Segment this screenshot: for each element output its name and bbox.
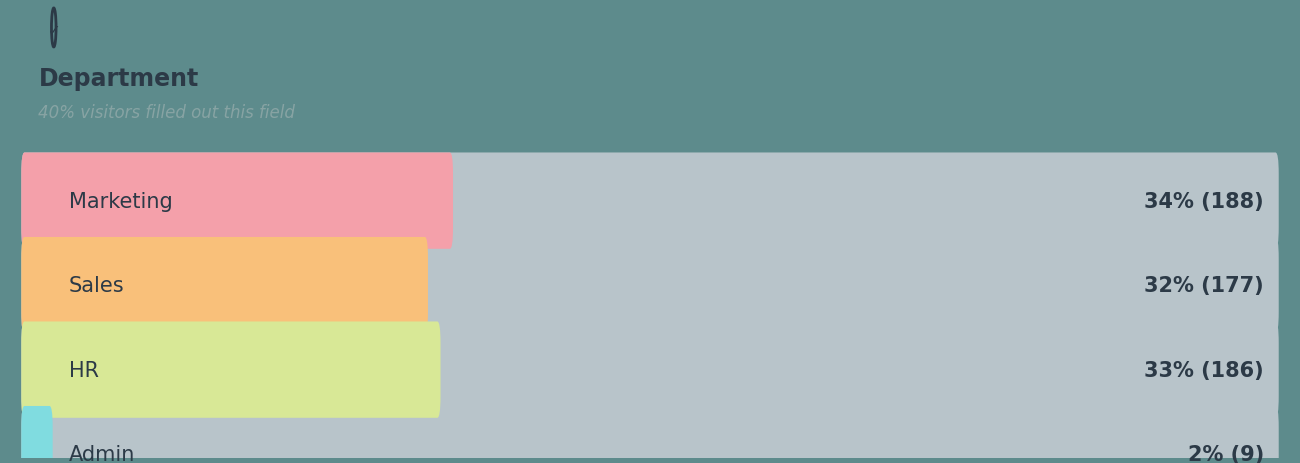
Text: Department: Department bbox=[39, 67, 199, 91]
Text: 32% (177): 32% (177) bbox=[1144, 275, 1264, 295]
Text: Sales: Sales bbox=[69, 275, 125, 295]
FancyBboxPatch shape bbox=[21, 238, 1279, 333]
Text: 2% (9): 2% (9) bbox=[1188, 444, 1264, 463]
Text: Admin: Admin bbox=[69, 444, 135, 463]
Text: Marketing: Marketing bbox=[69, 191, 173, 211]
Text: ✓: ✓ bbox=[47, 23, 60, 38]
Text: 33% (186): 33% (186) bbox=[1144, 360, 1264, 380]
FancyBboxPatch shape bbox=[21, 322, 441, 418]
Text: HR: HR bbox=[69, 360, 99, 380]
Text: 34% (188): 34% (188) bbox=[1144, 191, 1264, 211]
FancyBboxPatch shape bbox=[21, 153, 452, 249]
FancyBboxPatch shape bbox=[21, 322, 1279, 418]
FancyBboxPatch shape bbox=[21, 238, 428, 333]
Text: 40% visitors filled out this field: 40% visitors filled out this field bbox=[39, 104, 295, 122]
FancyBboxPatch shape bbox=[21, 406, 1279, 463]
FancyBboxPatch shape bbox=[21, 406, 53, 463]
FancyBboxPatch shape bbox=[21, 153, 1279, 249]
